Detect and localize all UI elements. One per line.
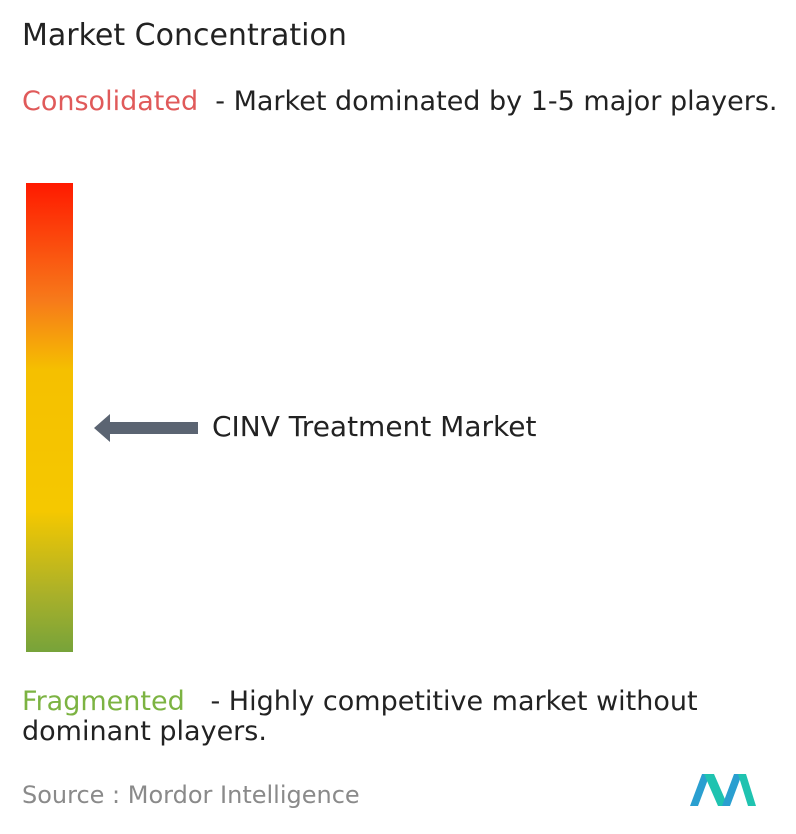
consolidated-description: - Market dominated by 1-5 major players. bbox=[215, 86, 778, 117]
gradient-bar bbox=[26, 183, 73, 652]
fragmented-label: Fragmented bbox=[22, 686, 185, 717]
arrow-shape bbox=[94, 414, 198, 442]
logo-part bbox=[722, 774, 742, 806]
logo-part bbox=[690, 774, 710, 806]
consolidated-label: Consolidated bbox=[22, 86, 199, 117]
fragmented-description: - Highly competitive market without domi… bbox=[22, 686, 698, 747]
fragmented-text: Fragmented - Highly competitive market w… bbox=[22, 687, 792, 747]
logo-part bbox=[704, 774, 728, 806]
logo-part bbox=[738, 774, 756, 806]
arrow bbox=[94, 414, 198, 442]
logo bbox=[690, 774, 756, 806]
consolidated-text: Consolidated - Market dominated by 1-5 m… bbox=[22, 87, 792, 117]
title: Market Concentration bbox=[22, 18, 347, 53]
source: Source : Mordor Intelligence bbox=[22, 781, 360, 809]
marker-label: CINV Treatment Market bbox=[212, 410, 537, 443]
